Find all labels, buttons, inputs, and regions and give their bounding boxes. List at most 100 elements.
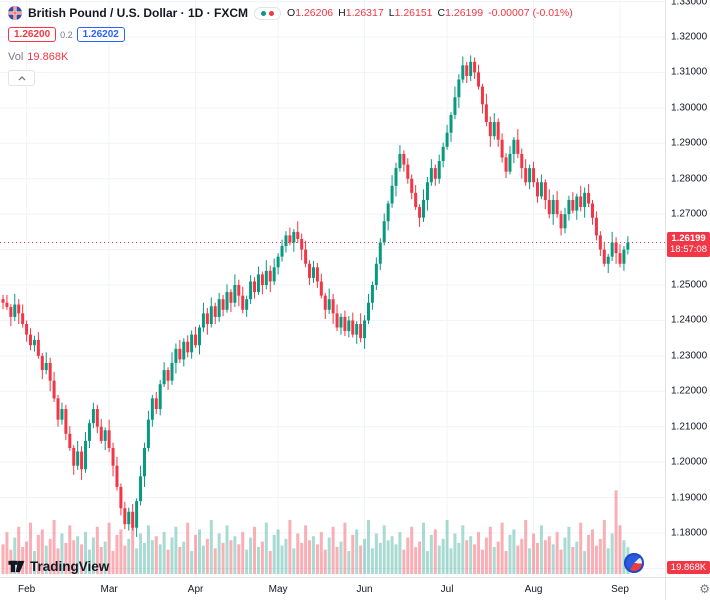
volume-bar — [528, 548, 532, 574]
candle-body — [319, 281, 323, 296]
candle-body — [190, 334, 194, 353]
candle-body — [84, 440, 88, 470]
candle-body — [339, 316, 343, 328]
volume-bar — [363, 538, 367, 574]
candle-body — [363, 320, 367, 339]
volume-bar — [441, 538, 445, 574]
candle-body — [107, 430, 111, 448]
volume-bar — [64, 542, 68, 574]
candle-body — [264, 270, 268, 286]
volume-bar — [374, 533, 378, 574]
volume-bar — [32, 551, 36, 574]
volume-bar — [410, 526, 414, 574]
candle-body — [520, 153, 524, 169]
symbol-title[interactable]: British Pound / U.S. Dollar · 1D · FXCM — [28, 6, 249, 20]
candle-body — [198, 327, 201, 346]
candle-body — [425, 182, 429, 200]
candle-body — [378, 242, 382, 264]
chart-pane[interactable] — [0, 0, 665, 577]
candle-body — [583, 192, 587, 208]
candle-body — [394, 168, 398, 186]
candle-body — [166, 370, 170, 381]
candle-body — [68, 433, 72, 448]
broker-logo-icon[interactable] — [624, 553, 644, 573]
candle-body — [127, 511, 131, 525]
gbp-flag-icon — [8, 6, 22, 20]
volume-bar — [512, 529, 516, 574]
time-axis-label: Jun — [356, 584, 373, 595]
tradingview-mark-icon — [8, 560, 25, 573]
time-axis-label: Aug — [524, 584, 543, 595]
volume-bar — [461, 525, 465, 574]
bar-countdown: 18:57:08 — [670, 244, 707, 256]
candle-body — [36, 339, 40, 356]
candle-body — [91, 409, 95, 424]
candle-body — [610, 242, 614, 257]
buy-button[interactable]: 1.26202 — [76, 27, 125, 42]
tradingview-logo[interactable]: TradingView — [8, 558, 109, 575]
volume-bar — [237, 544, 241, 574]
time-axis[interactable]: Feb Mar Apr May Jun Jul Aug Sep — [0, 577, 665, 601]
candle-body — [29, 334, 33, 346]
price-axis-label: 1.32000 — [671, 31, 708, 43]
gear-icon[interactable]: ⚙ — [699, 582, 710, 596]
volume-bar — [178, 547, 182, 574]
candle-body — [606, 256, 610, 264]
axis-settings-corner[interactable]: ⚙ — [665, 577, 710, 600]
volume-bar — [319, 532, 323, 574]
candle-body — [158, 384, 162, 410]
candle-body — [256, 274, 260, 293]
candle-body — [17, 304, 21, 314]
volume-bar — [539, 525, 543, 574]
volume-bar — [370, 548, 374, 574]
volume-bar — [213, 548, 217, 574]
candle-body — [524, 168, 528, 183]
volume-bar — [182, 541, 186, 574]
volume-bar — [272, 534, 276, 574]
volume-bar — [579, 522, 583, 574]
candle-body — [614, 242, 618, 254]
time-axis-label: Feb — [17, 584, 36, 595]
candle-body — [374, 263, 378, 286]
candle-body — [323, 295, 327, 310]
candlestick-chart[interactable] — [0, 0, 665, 577]
collapse-pane-button[interactable] — [8, 70, 35, 86]
time-axis-label: May — [268, 584, 288, 595]
volume-bar — [280, 545, 284, 574]
candle-body — [40, 355, 44, 371]
spread-value: 0.2 — [60, 29, 73, 40]
candle-body — [95, 409, 99, 427]
candle-body — [103, 430, 107, 441]
sell-button[interactable]: 1.26200 — [8, 27, 57, 42]
candle-body — [366, 302, 370, 321]
candle-body — [469, 61, 473, 76]
price-axis[interactable]: 1.26199 18:57:08 19.868K 1.33000 1.32000 1… — [665, 0, 710, 577]
volume-bar — [174, 526, 178, 574]
candle-body — [355, 323, 359, 335]
candle-body — [178, 348, 182, 360]
candle-body — [170, 362, 174, 381]
candle-body — [32, 339, 36, 346]
candle-body — [547, 199, 551, 215]
candle-body — [123, 508, 127, 525]
price-axis-label: 1.31000 — [671, 66, 708, 78]
series-color-pill[interactable] — [254, 6, 282, 20]
candle-body — [347, 320, 351, 332]
price-axis-label: 1.24000 — [671, 314, 708, 326]
close-value: 1.26199 — [445, 7, 484, 19]
candle-body — [142, 447, 146, 477]
candle-body — [150, 398, 154, 420]
candle-body — [213, 306, 217, 317]
volume-bar — [406, 537, 410, 574]
volume-bar — [575, 541, 579, 574]
volume-bar — [449, 548, 453, 574]
volume-bar — [378, 542, 382, 574]
candle-body — [575, 196, 579, 211]
candle-body — [288, 235, 292, 243]
volume-bar — [5, 532, 9, 574]
volume-axis-badge: 19.868K — [667, 561, 710, 574]
volume-bar — [587, 534, 591, 574]
volume-bar — [339, 541, 343, 574]
volume-bar — [260, 541, 264, 574]
volume-bar — [429, 534, 433, 574]
